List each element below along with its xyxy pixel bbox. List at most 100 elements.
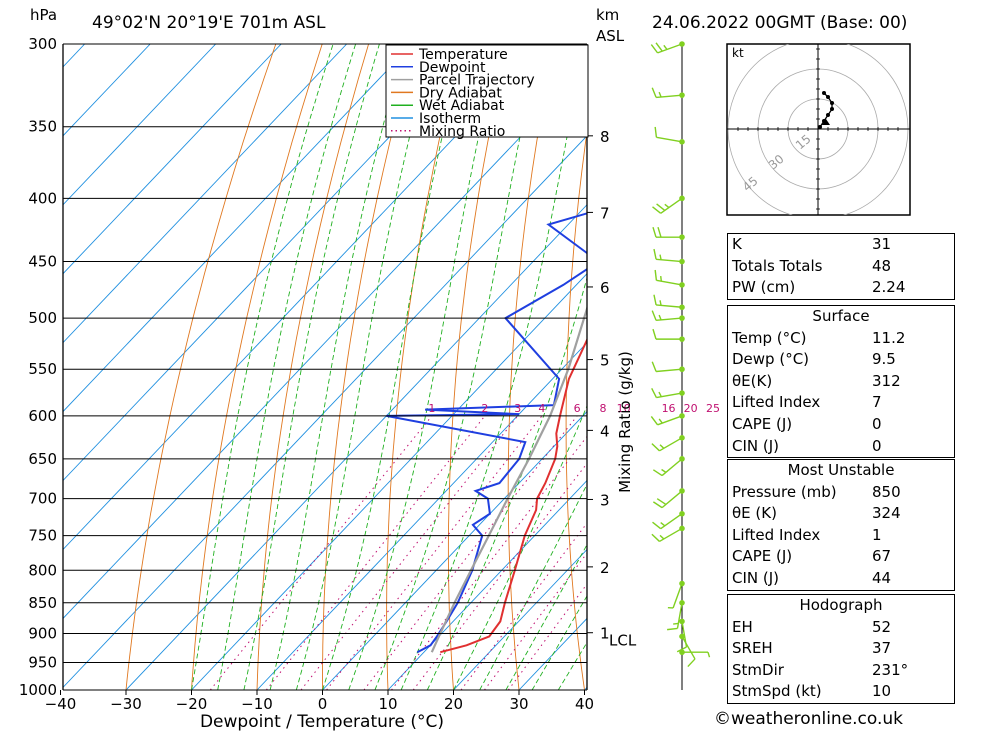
dry-adiabat-line [972, 44, 1000, 690]
pressure-tick-label: 400 [28, 189, 57, 207]
temperature-tick-label: −40 [45, 695, 77, 713]
wind-barb-staff [661, 490, 683, 509]
dry-adiabat-line [125, 44, 277, 690]
wet-adiabat-line [269, 44, 406, 690]
isotherm-line [453, 548, 587, 690]
wind-barb-flag [654, 269, 658, 281]
legend-label: Wet Adiabat [419, 98, 505, 114]
wind-barb-flag [656, 498, 667, 505]
wind-barb-half [658, 314, 662, 321]
wind-barb-half [661, 468, 667, 473]
isotherm-line [191, 273, 587, 690]
wind-barb-staff [661, 458, 683, 477]
footer-credit: ©weatheronline.co.uk [714, 709, 904, 729]
wind-barb-half [658, 391, 662, 398]
pressure-tick-label: 600 [28, 407, 57, 425]
index-value: 10 [872, 682, 892, 701]
index-label: CIN (J) [732, 436, 780, 455]
wind-profile [650, 41, 711, 690]
hodograph-point [830, 107, 834, 111]
pressure-tick-label: 650 [28, 450, 57, 468]
wind-barb-staff [657, 43, 683, 54]
wind-barb-staff [681, 636, 696, 660]
legend-label: Temperature [418, 47, 508, 63]
wind-barb-half [663, 44, 668, 50]
parcel-trajectory-profile [430, 305, 587, 653]
indices-mu-table: Most Unstable Pressure (mb) 850 θE (K) 324 L… [727, 459, 955, 591]
index-value: 0 [872, 414, 882, 433]
wind-barb-flag [667, 627, 678, 631]
hodograph-point [818, 125, 822, 129]
isotherm-line [322, 410, 587, 690]
wind-barb-half [664, 203, 670, 209]
wind-barb-half [707, 652, 711, 658]
index-value: 31 [872, 235, 892, 253]
wind-barb-staff [656, 304, 683, 308]
isotherm-line [63, 135, 587, 689]
wind-barb-half [658, 91, 662, 98]
wet-adiabat-line [217, 44, 357, 690]
index-value: 231° [872, 660, 909, 679]
wind-barb-half [659, 300, 662, 306]
wind-barb-flag [651, 87, 657, 98]
index-row: θE(K) 312 [728, 371, 954, 393]
legend-label: Dry Adiabat [419, 85, 502, 101]
wet-adiabat-line [400, 44, 586, 690]
mu-title: Most Unstable [787, 461, 895, 479]
index-row: K 31 [728, 234, 954, 256]
mixing-ratio-label: 3 [514, 402, 521, 415]
wet-adiabat-line [348, 44, 500, 690]
wind-barb-flag [650, 44, 659, 54]
legend-label: Isotherm [419, 111, 481, 127]
index-row: θE (K) 324 [728, 503, 954, 525]
wind-barb-flag [650, 416, 659, 426]
isotherm-line [256, 341, 587, 690]
wind-barb-flag [651, 361, 657, 372]
wind-barb-flag [656, 203, 666, 211]
wind-barb-flag [652, 226, 657, 238]
height-tick-label: 4 [600, 422, 610, 440]
index-row: Lifted Index 1 [728, 525, 954, 547]
mixing-ratio-label: 8 [600, 402, 607, 415]
isotherm-line [387, 479, 587, 690]
temperature-tick-label: −10 [241, 695, 273, 713]
wind-barb-half [659, 444, 665, 449]
index-value: 0 [872, 436, 882, 455]
wind-barb-half [658, 418, 663, 424]
hodograph-point [822, 91, 826, 95]
wind-barb-staff [659, 437, 683, 452]
index-label: CIN (J) [732, 568, 780, 587]
isotherm-line [63, 44, 282, 275]
mixing-ratio-label: 20 [684, 402, 698, 415]
indices-hodo-table: Hodograph EH 52 SREH 37 StmDir 231° StmSpd (kt… [727, 594, 955, 704]
mixing-ratio-line [209, 415, 433, 690]
wind-barb-flag [676, 646, 687, 653]
mixing-ratio-label: 16 [662, 402, 676, 415]
index-value: 7 [872, 393, 882, 412]
index-value: 9.5 [872, 350, 896, 369]
index-label: Lifted Index [732, 393, 821, 412]
plot-frame [60, 43, 593, 695]
index-label: EH [732, 617, 753, 636]
index-label: Pressure (mb) [732, 482, 837, 501]
index-value: 44 [872, 568, 892, 587]
wind-barb-flag [654, 126, 658, 138]
wind-barb-flag [652, 328, 657, 340]
wind-barb-flag [652, 206, 662, 214]
wet-adiabat-line [505, 543, 587, 690]
hodograph-point [830, 101, 834, 105]
wind-barb-flag [653, 294, 657, 306]
index-row: Lifted Index 7 [728, 392, 954, 414]
pressure-tick-label: 550 [28, 360, 57, 378]
datetime-label: 24.06.2022 00GMT (Base: 00) [652, 13, 907, 33]
index-row: StmSpd (kt) 10 [728, 681, 954, 703]
pressure-tick-label: 850 [28, 594, 57, 612]
index-value: 850 [872, 482, 901, 501]
pressure-tick-label: 1000 [19, 681, 57, 699]
pressure-tick-label: 350 [28, 118, 57, 136]
wind-barb-staff [659, 527, 683, 543]
index-label: CAPE (J) [732, 414, 793, 433]
index-label: K [732, 235, 742, 253]
wind-barb-staff [660, 513, 683, 530]
